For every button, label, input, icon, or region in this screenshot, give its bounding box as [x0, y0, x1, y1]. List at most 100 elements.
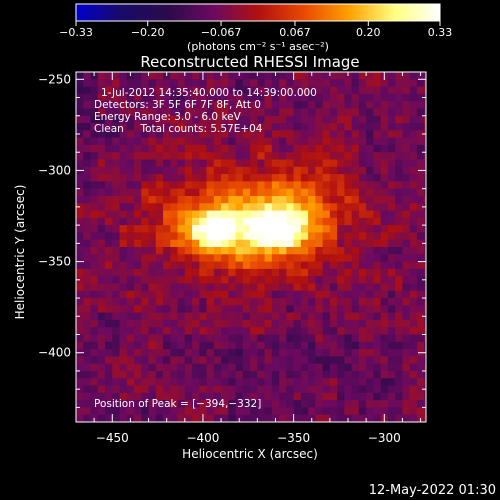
heatmap-cell: [242, 108, 251, 117]
heatmap-cell: [90, 370, 99, 379]
heatmap-cell: [402, 392, 411, 401]
heatmap-cell: [257, 174, 266, 182]
heatmap-cell: [213, 93, 222, 102]
heatmap-cell: [170, 93, 179, 102]
heatmap-cell: [105, 115, 113, 124]
heatmap-cell: [126, 174, 135, 182]
heatmap-cell: [192, 400, 200, 409]
heatmap-cell: [221, 239, 229, 248]
heatmap-cell: [315, 239, 324, 248]
heatmap-cell: [83, 79, 92, 88]
heatmap-cell: [250, 79, 258, 88]
heatmap-cell: [344, 217, 353, 226]
heatmap-cell: [286, 159, 295, 168]
heatmap-cell: [242, 312, 251, 321]
heatmap-cell: [213, 79, 222, 88]
heatmap-cell: [221, 217, 229, 226]
heatmap-cell: [90, 101, 99, 110]
heatmap-cell: [271, 298, 280, 306]
heatmap-cell: [192, 188, 200, 197]
heatmap-cell: [409, 319, 418, 328]
heatmap-cell: [105, 247, 113, 255]
heatmap-cell: [315, 166, 324, 175]
heatmap-cell: [76, 400, 84, 409]
heatmap-cell: [134, 378, 142, 387]
heatmap-cell: [257, 144, 266, 153]
heatmap-cell: [416, 268, 425, 277]
heatmap-cell: [373, 123, 382, 131]
heatmap-cell: [155, 159, 164, 168]
heatmap-cell: [192, 305, 200, 314]
heatmap-cell: [358, 363, 367, 372]
heatmap-cell: [192, 414, 200, 422]
heatmap-cell: [163, 312, 171, 321]
heatmap-cell: [395, 108, 404, 117]
heatmap-cell: [112, 363, 121, 372]
heatmap-cell: [308, 108, 316, 117]
heatmap-cell: [293, 254, 302, 263]
heatmap-cell: [250, 370, 258, 379]
heatmap-cell: [300, 400, 309, 409]
heatmap-cell: [279, 378, 287, 387]
heatmap-cell: [213, 152, 222, 161]
heatmap-cell: [83, 305, 92, 314]
heatmap-cell: [387, 319, 396, 328]
heatmap-cell: [76, 327, 84, 336]
heatmap-cell: [329, 225, 338, 234]
heatmap-cell: [358, 305, 367, 314]
heatmap-cell: [235, 93, 244, 102]
heatmap-cell: [257, 363, 266, 372]
heatmap-cell: [112, 356, 121, 365]
heatmap-cell: [351, 130, 360, 139]
heatmap-cell: [344, 123, 353, 131]
heatmap-cell: [177, 327, 186, 336]
heatmap-cell: [286, 290, 295, 299]
heatmap-cell: [148, 385, 157, 394]
heatmap-cell: [395, 101, 404, 110]
heatmap-cell: [206, 283, 215, 292]
heatmap-cell: [242, 232, 251, 241]
heatmap-cell: [351, 166, 360, 175]
heatmap-cell: [90, 130, 99, 139]
x-tick-label: −300: [368, 431, 401, 445]
heatmap-cell: [184, 123, 193, 131]
heatmap-cell: [380, 93, 389, 102]
heatmap-cell: [242, 93, 251, 102]
heatmap-cell: [228, 115, 237, 124]
heatmap-cell: [402, 305, 411, 314]
heatmap-cell: [358, 203, 367, 212]
heatmap-cell: [148, 210, 157, 219]
heatmap-cell: [76, 72, 84, 80]
heatmap-cell: [76, 370, 84, 379]
heatmap-cell: [83, 319, 92, 328]
heatmap-cell: [380, 166, 389, 175]
heatmap-cell: [337, 407, 345, 416]
heatmap-cell: [257, 93, 266, 102]
heatmap-cell: [170, 290, 179, 299]
heatmap-cell: [213, 290, 222, 299]
heatmap-cell: [213, 144, 222, 153]
heatmap-cell: [416, 217, 425, 226]
heatmap-cell: [170, 305, 179, 314]
heatmap-cell: [83, 407, 92, 416]
heatmap-cell: [242, 152, 251, 161]
heatmap-cell: [105, 319, 113, 328]
heatmap-cell: [322, 370, 331, 379]
heatmap-cell: [213, 195, 222, 204]
heatmap-cell: [76, 363, 84, 372]
heatmap-cell: [141, 349, 150, 357]
heatmap-cell: [322, 247, 331, 255]
heatmap-cell: [126, 239, 135, 248]
heatmap-cell: [315, 247, 324, 255]
heatmap-cell: [416, 79, 425, 88]
heatmap-cell: [308, 93, 316, 102]
heatmap-cell: [416, 247, 425, 255]
heatmap-cell: [228, 203, 237, 212]
heatmap-cell: [76, 86, 84, 95]
heatmap-cell: [416, 225, 425, 234]
heatmap-cell: [141, 290, 150, 299]
heatmap-cell: [112, 72, 121, 80]
heatmap-cell: [329, 356, 338, 365]
heatmap-cell: [126, 370, 135, 379]
heatmap-cell: [163, 349, 171, 357]
